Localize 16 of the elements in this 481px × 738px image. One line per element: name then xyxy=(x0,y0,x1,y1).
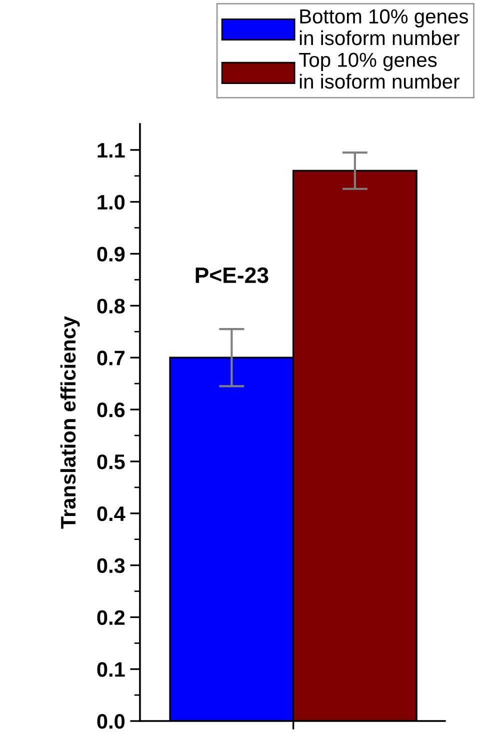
y-tick-label: 0.3 xyxy=(97,558,125,574)
y-tick-label: 0.1 xyxy=(97,662,125,677)
y-tick-label: 0.7 xyxy=(97,350,124,366)
y-tick-label: 0.9 xyxy=(97,246,125,262)
y-tick-label: 1.0 xyxy=(98,194,125,210)
legend-label: Top 10% genes in isoform number xyxy=(299,52,460,89)
y-tick-label: 0.6 xyxy=(97,402,125,418)
annotation: P<E-23 xyxy=(196,267,268,284)
y-tick-label: 0.2 xyxy=(97,610,125,625)
y-tick-label: 0.0 xyxy=(97,714,125,729)
legend-label: Bottom 10% genes in isoform number xyxy=(300,9,468,46)
y-tick-label: 1.1 xyxy=(98,143,125,158)
y-tick-label: 0.4 xyxy=(97,506,126,522)
y-tick-label: 0.8 xyxy=(97,298,125,314)
y-axis-title: Translation efficiency xyxy=(60,316,80,529)
y-tick-label: 0.5 xyxy=(97,454,125,470)
